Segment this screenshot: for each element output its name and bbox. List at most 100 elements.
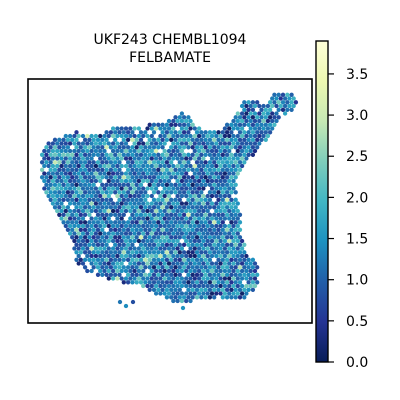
spot	[287, 96, 292, 101]
spot	[173, 152, 178, 157]
spot	[289, 100, 294, 105]
spot	[224, 280, 230, 285]
spot	[259, 115, 264, 120]
spot	[95, 175, 101, 180]
spot	[147, 272, 152, 277]
spot	[229, 227, 234, 232]
spot	[237, 280, 243, 285]
spot	[76, 223, 81, 229]
spot	[67, 223, 73, 229]
spot	[44, 190, 49, 195]
spot	[156, 137, 161, 142]
spot	[237, 242, 243, 247]
spot	[192, 216, 197, 221]
spot	[261, 126, 266, 131]
spot	[171, 186, 176, 191]
spot	[50, 148, 56, 154]
spot	[196, 276, 202, 281]
spot	[82, 227, 88, 232]
spot	[239, 156, 245, 161]
spot	[192, 246, 197, 251]
spot	[141, 201, 146, 206]
spot	[222, 126, 228, 131]
spot	[263, 122, 268, 127]
spot	[220, 287, 225, 292]
spot	[102, 186, 107, 191]
spot	[237, 287, 243, 292]
spot	[216, 272, 221, 277]
spot	[175, 268, 180, 274]
spot	[57, 160, 62, 165]
spot	[246, 137, 251, 142]
spot	[212, 212, 217, 217]
spot	[76, 186, 81, 191]
spot	[63, 148, 68, 154]
spot	[93, 133, 99, 139]
spot	[160, 160, 165, 165]
spot	[246, 130, 251, 135]
spot	[214, 253, 219, 259]
spot	[222, 171, 228, 176]
spot	[95, 220, 101, 225]
spot	[59, 193, 64, 199]
spot	[50, 186, 56, 191]
spot	[143, 212, 148, 217]
spot	[119, 156, 124, 161]
spot	[138, 137, 144, 142]
spot	[246, 152, 251, 157]
spot	[160, 137, 165, 142]
spot	[136, 223, 142, 229]
spot	[218, 216, 223, 221]
spot	[136, 156, 142, 161]
spot	[181, 227, 187, 232]
spot	[186, 227, 191, 232]
spot	[229, 272, 234, 277]
spot	[121, 182, 126, 187]
spot	[196, 148, 202, 154]
spot	[80, 178, 86, 184]
spot	[125, 160, 131, 165]
spot	[98, 163, 103, 169]
spot	[57, 137, 62, 142]
spot	[93, 163, 99, 169]
spot	[209, 216, 215, 221]
spot	[67, 208, 73, 214]
spot	[55, 178, 60, 184]
spot	[162, 246, 167, 251]
spot	[132, 238, 137, 244]
spot	[91, 197, 96, 202]
spot	[125, 145, 131, 150]
spot	[227, 208, 232, 214]
spot	[220, 175, 225, 180]
spot	[136, 201, 142, 206]
spot	[89, 268, 94, 274]
spot	[267, 130, 273, 135]
spot	[231, 223, 236, 229]
spot	[153, 283, 159, 289]
spot	[171, 261, 176, 266]
spot	[125, 130, 131, 135]
spot	[227, 253, 232, 259]
spot	[188, 238, 193, 244]
spot	[188, 276, 193, 281]
spot	[255, 137, 260, 142]
spot	[72, 156, 77, 161]
spot	[70, 197, 75, 202]
spot	[158, 231, 163, 236]
spot	[55, 201, 60, 206]
spot	[52, 167, 58, 172]
spot	[141, 268, 146, 274]
spot	[242, 145, 247, 150]
spot	[138, 235, 144, 240]
spot	[162, 126, 167, 131]
spot	[151, 160, 157, 165]
spot	[203, 280, 208, 285]
spot	[214, 223, 219, 229]
spot	[123, 231, 129, 236]
spot	[80, 186, 86, 191]
spot	[199, 137, 204, 142]
spot	[164, 137, 170, 142]
spot	[70, 182, 75, 187]
spot	[46, 171, 51, 176]
spot	[153, 238, 159, 244]
